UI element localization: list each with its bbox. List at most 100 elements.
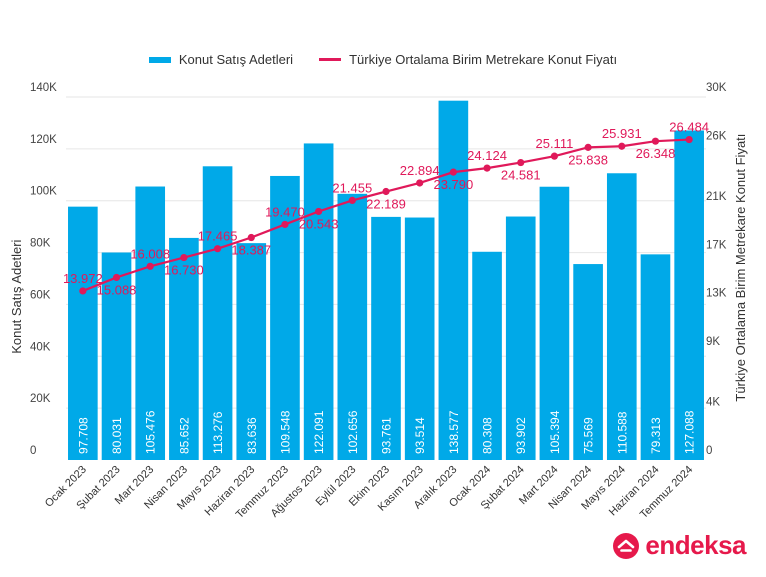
y-right-tick-label: 0 (706, 445, 712, 457)
line-value-label: 17.465 (198, 229, 238, 244)
bar-value-label: 105.394 (548, 410, 562, 454)
bar-value-label: 138.577 (447, 410, 461, 454)
line-value-label: 18.387 (231, 243, 271, 258)
line-point (112, 273, 121, 282)
bar-value-label: 80.308 (481, 417, 495, 454)
bar-value-label: 80.031 (110, 417, 124, 454)
bar-value-label: 93.902 (514, 417, 528, 454)
bar-value-label: 79.313 (649, 417, 663, 454)
line-point (281, 220, 289, 229)
bar-value-label: 122.091 (312, 410, 326, 454)
legend-line-label: Türkiye Ortalama Birim Metrekare Konut F… (349, 52, 618, 67)
bar-value-label: 113.276 (211, 411, 225, 454)
y-left-tick-label: 20K (30, 393, 51, 405)
y-left-axis-title: Konut Satış Adetleri (9, 239, 24, 353)
line-point (685, 135, 693, 144)
legend-item-bar[interactable]: Konut Satış Adetleri (148, 52, 294, 67)
bar-value-label: 109.548 (278, 410, 292, 454)
line-value-label: 25.931 (602, 126, 642, 141)
y-right-axis-title: Türkiye Ortalama Birim Metrekare Konut F… (733, 134, 748, 402)
y-left-tick-label: 0 (30, 445, 36, 457)
y-right-tick-label: 30K (706, 82, 727, 94)
line-point (146, 262, 154, 270)
legend: Konut Satış Adetleri Türkiye Ortalama Bi… (0, 52, 766, 67)
y-right-tick-label: 17K (706, 239, 727, 251)
line-point (315, 207, 323, 216)
bar (472, 251, 502, 460)
bar (674, 130, 704, 460)
bar (371, 216, 401, 460)
brand-logo: endeksa (613, 530, 746, 561)
y-left-tick-label: 80K (30, 238, 51, 250)
bar (135, 186, 166, 460)
bar (404, 217, 435, 460)
bar (606, 173, 637, 460)
line-value-label: 21.455 (332, 180, 372, 195)
bar (539, 186, 570, 461)
line-point (382, 187, 390, 196)
bar-value-label: 85.652 (177, 417, 191, 454)
y-left-tick-label: 120K (30, 134, 57, 146)
legend-item-line[interactable]: Türkiye Ortalama Birim Metrekare Konut F… (319, 52, 617, 67)
bar (505, 216, 536, 460)
line-value-label: 19.470 (265, 204, 305, 219)
line-point (584, 143, 592, 151)
line-point (517, 158, 525, 167)
line-point (213, 245, 222, 253)
y-right-tick-label: 9K (706, 336, 720, 348)
line-value-label: 24.124 (467, 148, 507, 163)
line-value-label: 15.088 (97, 282, 137, 297)
line-value-label: 20.543 (299, 216, 339, 231)
line-point (79, 287, 87, 295)
line-point (348, 196, 356, 204)
bar-value-label: 97.708 (76, 417, 90, 454)
y-right-tick-label: 26K (706, 130, 727, 142)
line-point (247, 233, 255, 242)
legend-bar-label: Konut Satış Adetleri (178, 52, 294, 67)
legend-bar-swatch-icon (148, 56, 171, 63)
bar (68, 206, 98, 460)
y-left-tick-label: 140K (30, 82, 57, 94)
bar-value-label: 102.656 (346, 410, 360, 454)
line-point (416, 179, 424, 187)
bar-value-label: 105.476 (144, 410, 158, 454)
legend-line-swatch-icon (319, 58, 342, 61)
bar (202, 166, 233, 461)
line-value-label: 26.484 (669, 120, 709, 135)
y-right-tick-label: 21K (706, 191, 727, 203)
bar-value-label: 110.588 (615, 411, 629, 454)
line-value-label: 22.189 (366, 197, 406, 212)
line-value-label: 13.972 (63, 271, 103, 286)
y-left-tick-label: 100K (30, 186, 57, 198)
y-left-tick-label: 60K (30, 289, 51, 301)
line-point (483, 164, 491, 172)
y-left-tick-label: 40K (30, 341, 51, 353)
bar (640, 254, 671, 460)
line-value-label: 25.838 (568, 152, 608, 167)
bar-value-label: 83.636 (245, 417, 259, 454)
y-right-tick-label: 4K (706, 397, 720, 409)
house-logo-icon (613, 532, 640, 559)
line-value-label: 22.894 (400, 163, 440, 178)
line-point (618, 142, 626, 150)
bar (101, 252, 132, 460)
bar-value-label: 93.761 (380, 417, 394, 454)
bar (573, 264, 603, 460)
line-value-label: 25.111 (535, 136, 573, 151)
line-point (651, 137, 660, 145)
line-value-label: 24.581 (501, 168, 541, 183)
brand-name: endeksa (645, 530, 746, 560)
line-value-label: 16.730 (164, 263, 204, 278)
bar (169, 237, 199, 460)
bar-value-label: 93.514 (413, 417, 427, 454)
bar (236, 243, 267, 460)
bar (303, 143, 334, 460)
bar-value-label: 127.088 (683, 410, 697, 454)
line-point (180, 253, 188, 262)
line-value-label: 16.008 (130, 246, 170, 261)
line-point (550, 152, 559, 160)
line-point (449, 168, 457, 176)
line-value-label: 23.790 (433, 177, 473, 192)
bar (337, 193, 368, 461)
